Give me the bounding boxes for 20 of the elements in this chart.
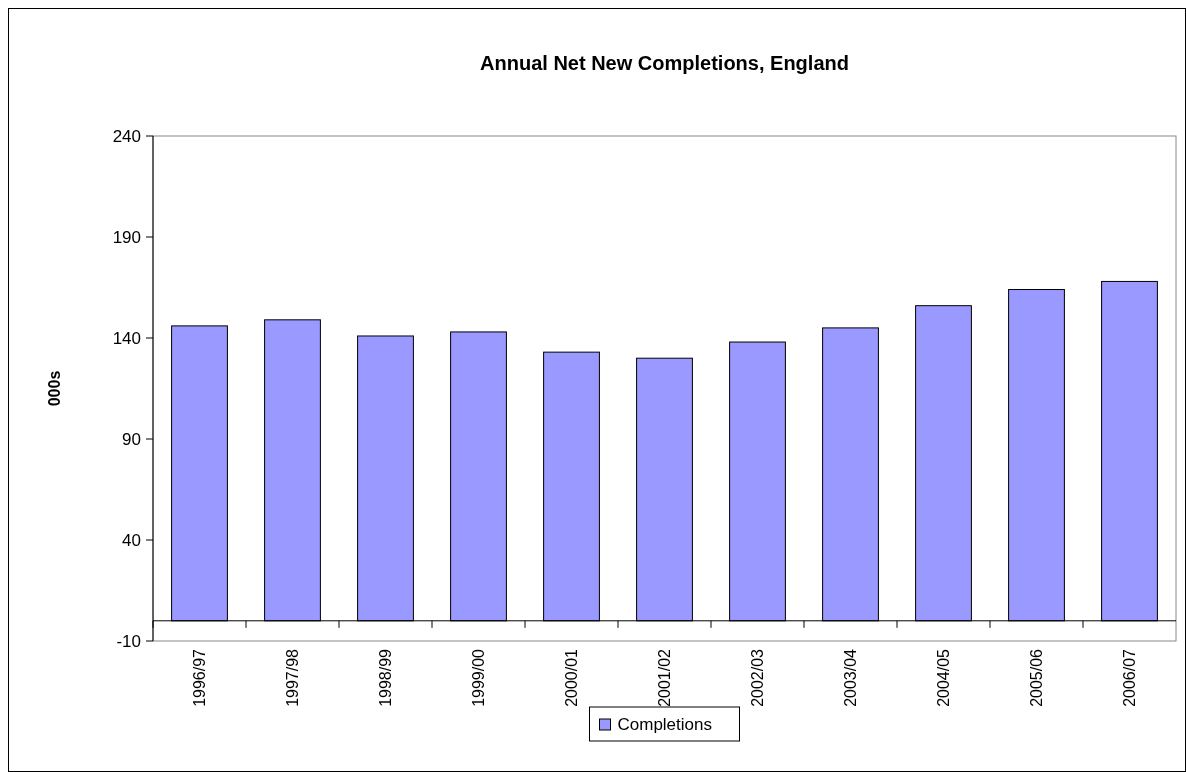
- y-tick-label: 190: [112, 227, 141, 247]
- y-tick-label: -10: [116, 631, 141, 651]
- x-tick-label: 2003/04: [842, 648, 860, 707]
- y-tick-label: 240: [112, 126, 141, 146]
- x-tick-label: 2005/06: [1028, 648, 1046, 707]
- x-tick-label: 2000/01: [563, 648, 581, 707]
- x-tick-label: 2004/05: [935, 648, 953, 707]
- y-axis-title: 000s: [46, 370, 63, 407]
- x-tick-label: 1999/00: [470, 648, 488, 707]
- x-tick-label: 1996/97: [191, 648, 209, 707]
- chart-title: Annual Net New Completions, England: [480, 52, 849, 74]
- x-tick-label: 2002/03: [749, 648, 767, 707]
- x-tick-label: 1997/98: [284, 648, 302, 707]
- y-tick-label: 90: [122, 429, 141, 449]
- x-tick-label: 1998/99: [377, 648, 395, 707]
- x-tick-label: 2006/07: [1121, 648, 1139, 707]
- y-tick-label: 40: [122, 530, 141, 550]
- x-tick-label: 2001/02: [656, 648, 674, 707]
- legend-label: Completions: [617, 714, 712, 734]
- y-tick-label: 140: [112, 328, 141, 348]
